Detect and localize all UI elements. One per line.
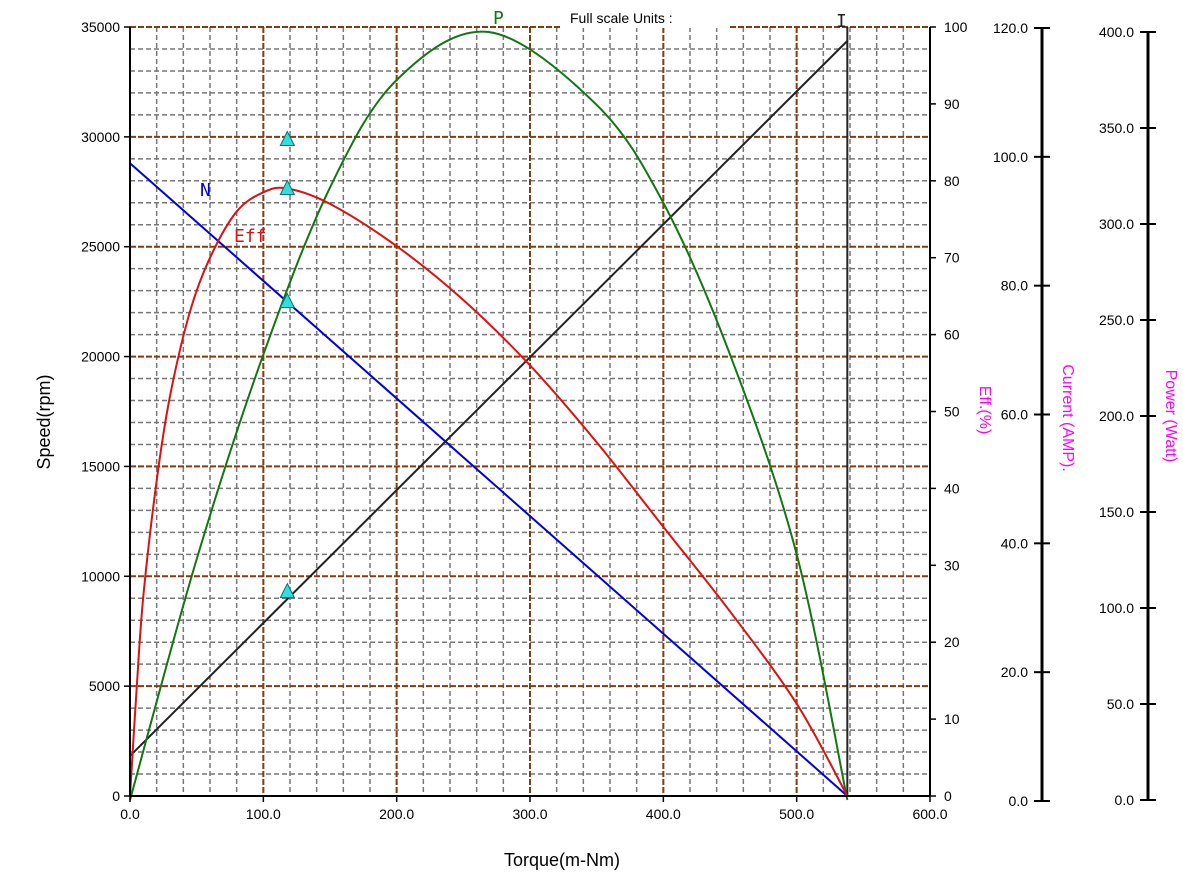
series-line-p [129, 30, 849, 801]
x-tick-label: 500.0 [779, 806, 814, 822]
eff-axis-title: Eff.(%) [976, 386, 993, 435]
x-tick-label: 300.0 [512, 806, 547, 822]
chart-axes: 0.0 100.0 200.0 300.0 400.0 500.0 600.00500010… [81, 19, 1156, 822]
current-tick-label: 40.0 [1001, 535, 1028, 551]
header-box [560, 8, 730, 28]
eff-tick-label: 100 [944, 19, 968, 35]
marker-eff [279, 179, 296, 195]
chart-curves: N I P Eff [129, 8, 849, 801]
eff-tick-label: 40 [944, 480, 960, 496]
eff-tick-label: 0 [944, 788, 952, 804]
series-line-eff [129, 186, 849, 797]
eff-tick-label: 10 [944, 711, 960, 727]
chart-header: Full scale Units : [570, 10, 673, 26]
current-tick-label: 80.0 [1001, 278, 1028, 294]
current-tick-label: 120.0 [993, 20, 1028, 36]
current-tick-label: 100.0 [993, 149, 1028, 165]
current-tick-label: 0.0 [1009, 793, 1029, 809]
power-tick-label: 350.0 [1099, 120, 1134, 136]
speed-tick-label: 20000 [81, 349, 120, 365]
series-label-eff: Eff [234, 226, 267, 247]
eff-tick-label: 60 [944, 327, 960, 343]
speed-tick-label: 10000 [81, 568, 120, 584]
series-line-n [129, 162, 848, 797]
marker-n [279, 292, 296, 309]
x-tick-label: 600.0 [912, 806, 947, 822]
speed-tick-label: 15000 [81, 458, 120, 474]
series-line-i [129, 40, 849, 757]
speed-axis-title: Speed(rpm) [34, 374, 54, 469]
speed-tick-label: 25000 [81, 239, 120, 255]
speed-tick-label: 30000 [81, 129, 120, 145]
speed-tick-label: 35000 [81, 19, 120, 35]
eff-tick-label: 50 [944, 404, 960, 420]
chart-markers [279, 130, 296, 599]
current-tick-label: 20.0 [1001, 664, 1028, 680]
current-axis-title: Current (AMP). [1059, 364, 1076, 472]
series-label-i: I [836, 11, 847, 32]
power-tick-label: 0.0 [1115, 792, 1135, 808]
power-tick-label: 300.0 [1099, 216, 1134, 232]
x-tick-label: 400.0 [646, 806, 681, 822]
series-label-p: P [493, 8, 504, 29]
power-tick-label: 100.0 [1099, 600, 1134, 616]
eff-tick-label: 30 [944, 557, 960, 573]
speed-tick-label: 0 [112, 788, 120, 804]
power-tick-label: 250.0 [1099, 312, 1134, 328]
speed-tick-label: 5000 [89, 678, 120, 694]
marker-i [279, 582, 296, 599]
power-tick-label: 50.0 [1107, 696, 1134, 712]
eff-tick-label: 20 [944, 634, 960, 650]
power-tick-label: 200.0 [1099, 408, 1134, 424]
x-axis-title: Torque(m-Nm) [504, 850, 620, 870]
series-label-n: N [200, 180, 211, 201]
power-axis-title: Power (Watt) [1162, 370, 1179, 463]
power-tick-label: 150.0 [1099, 504, 1134, 520]
x-tick-label: 200.0 [379, 806, 414, 822]
eff-tick-label: 70 [944, 250, 960, 266]
power-tick-label: 400.0 [1099, 24, 1134, 40]
x-tick-label: 100.0 [246, 806, 281, 822]
current-tick-label: 60.0 [1001, 407, 1028, 423]
eff-tick-label: 80 [944, 173, 960, 189]
marker-p [279, 130, 296, 147]
x-tick-label: 0.0 [120, 806, 140, 822]
eff-tick-label: 90 [944, 96, 960, 112]
